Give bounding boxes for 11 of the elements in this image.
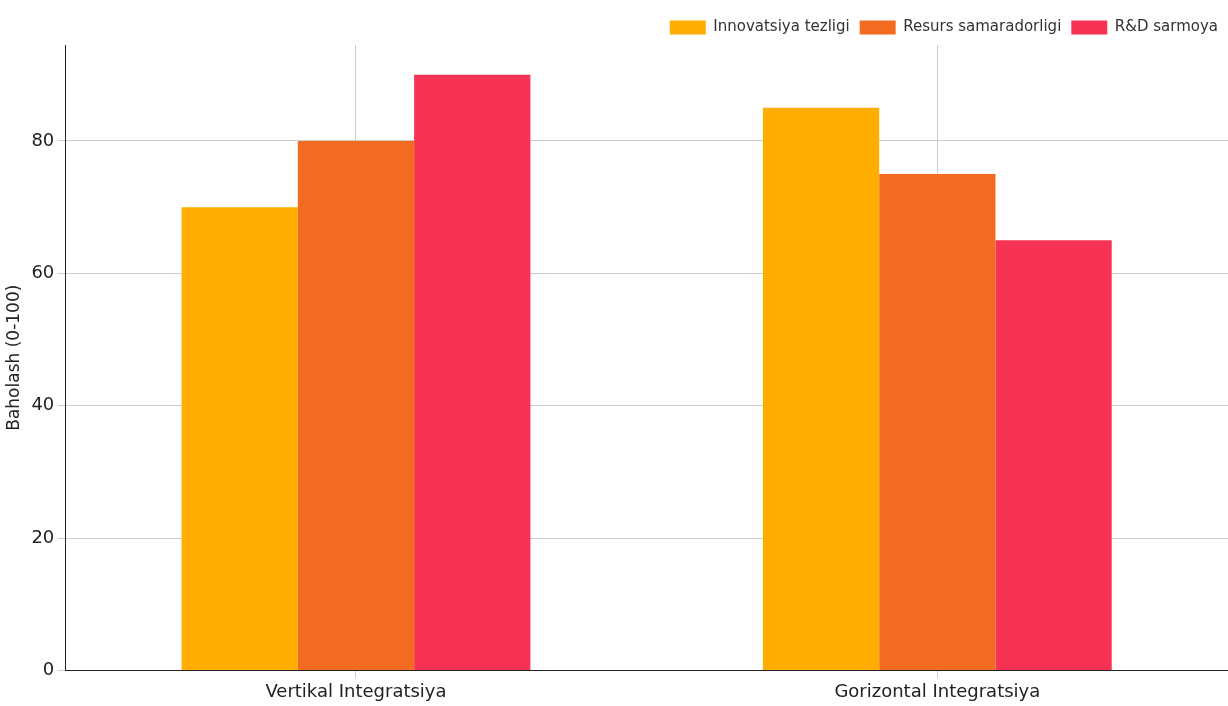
- y-tick-label: 40: [31, 393, 55, 415]
- legend-label: R&D sarmoya: [1114, 17, 1219, 36]
- y-tick-label: 0: [42, 658, 55, 680]
- y-tick-label: 20: [31, 525, 55, 547]
- x-tick-label: Gorizontal Integratsiya: [834, 679, 1041, 701]
- y-tick-label: 60: [31, 260, 55, 282]
- y-axis-title: Baholash (0-100): [2, 284, 23, 431]
- y-tick-label: 80: [31, 128, 55, 150]
- legend-label: Innovatsiya tezligi: [713, 17, 850, 36]
- legend-label: Resurs samaradorligi: [903, 17, 1062, 36]
- x-tick-label: Vertikal Integratsiya: [265, 679, 447, 701]
